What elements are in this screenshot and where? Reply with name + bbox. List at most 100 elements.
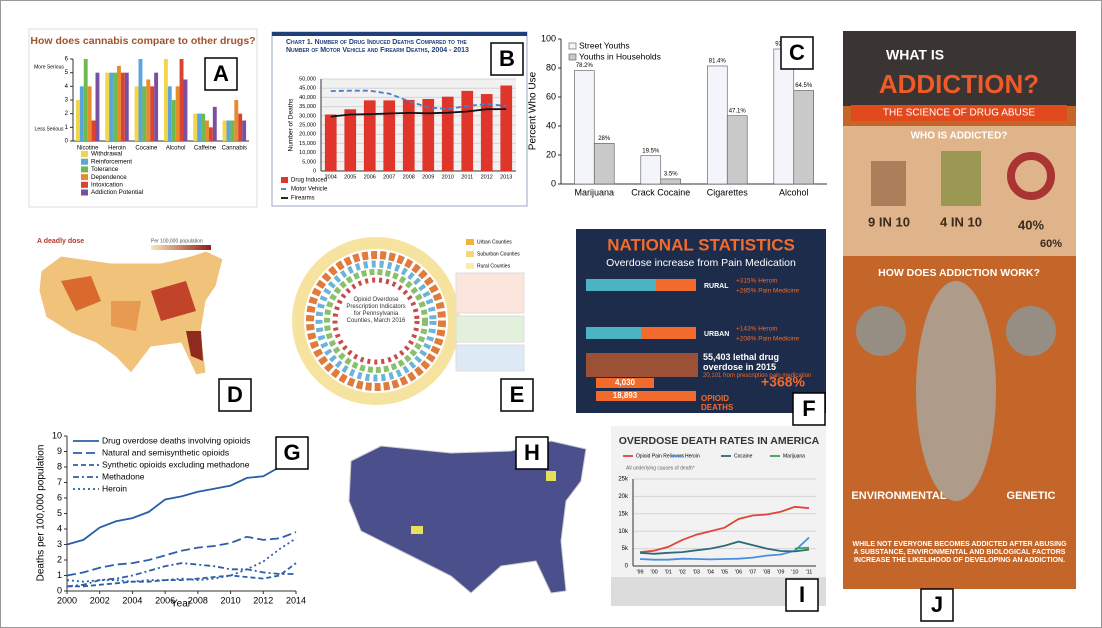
y-tick-label: 20,000 — [299, 132, 316, 138]
ring — [324, 269, 428, 373]
legend-label: Withdrawal — [91, 151, 122, 158]
j-icon — [871, 161, 906, 206]
x-tick-label: 2009 — [422, 174, 434, 180]
panel-label: B — [499, 46, 515, 71]
y-tick-label: 40,000 — [299, 95, 316, 101]
j-stat: 9 IN 10 — [868, 214, 910, 229]
y-tick-label: 0 — [65, 139, 69, 145]
data-label: 19.5% — [642, 148, 660, 154]
y-tick-label: 5,000 — [302, 159, 316, 165]
bar — [596, 391, 696, 401]
bar — [142, 86, 147, 141]
x-tick-label: Alcohol — [166, 146, 186, 152]
y-tick-label: 1 — [65, 125, 69, 131]
legend-swatch — [81, 174, 88, 181]
x-tick-label: '99 — [636, 569, 643, 575]
bar — [324, 114, 337, 171]
bar — [146, 79, 151, 141]
panel-label-box — [275, 436, 309, 470]
j-label: GENETIC — [1007, 490, 1056, 502]
f-prescription: 20,101 from prescription pain medication — [703, 373, 812, 379]
ring — [332, 277, 420, 365]
bar — [793, 90, 815, 185]
y-tick-label: 3 — [65, 98, 69, 104]
j-heading: HOW DOES ADDICTION WORK? — [878, 267, 1040, 279]
legend-label: Drug Induced — [291, 178, 327, 184]
map-region — [546, 471, 556, 481]
bar — [596, 378, 654, 388]
f-number: 18,893 — [613, 391, 638, 400]
bar — [163, 59, 168, 141]
y-tick-label: 6 — [57, 492, 62, 502]
legend-label: Heroin — [685, 453, 700, 459]
legend-block — [455, 272, 525, 314]
line — [639, 536, 810, 561]
x-tick-label: Cannabis — [222, 146, 247, 152]
panel-label-box — [490, 42, 524, 76]
x-tick-label: '10 — [791, 569, 798, 575]
legend-swatch — [281, 177, 288, 183]
bar — [726, 115, 748, 185]
bar — [706, 65, 728, 185]
x-tick-label: 2007 — [383, 174, 395, 180]
bar — [222, 120, 227, 141]
j-heading: WHO IS ADDICTED? — [911, 131, 1008, 142]
line — [66, 531, 297, 577]
bar — [226, 120, 231, 141]
f-opioid: OPIOID DEATHS — [701, 394, 734, 413]
j-dna — [1006, 306, 1056, 356]
bar — [640, 155, 662, 185]
y-tick-label: 30,000 — [299, 113, 316, 119]
y-tick-label: 4 — [57, 523, 62, 533]
chart-title: Chart 1. Number of Drug Induced Deaths C… — [286, 39, 469, 55]
data-label: 3.5% — [664, 172, 678, 178]
panel-label-box — [515, 436, 549, 470]
legend-label: Synthetic opioids excluding methadone — [102, 459, 250, 469]
legend-swatch — [81, 181, 88, 188]
x-tick-label: 2010 — [442, 174, 454, 180]
legend-label: Addiction Potential — [91, 189, 143, 196]
y-tick-label: 3 — [57, 539, 62, 549]
bar — [138, 59, 143, 141]
y-axis-note: More Serious — [34, 64, 64, 70]
j-title: ADDICTION? — [879, 69, 1039, 99]
f-label: URBAN — [704, 331, 729, 338]
j-header — [843, 31, 1076, 106]
j-figure — [916, 281, 996, 501]
x-axis-label: Year — [171, 599, 192, 610]
y-tick-label: 0 — [313, 168, 316, 174]
legend-label: Urban Counties — [477, 239, 512, 245]
x-tick-label: 2010 — [221, 595, 241, 605]
legend-label: Cocaine — [734, 453, 753, 459]
line — [66, 450, 297, 546]
y-tick-label: 0 — [625, 564, 629, 570]
x-tick-label: Cigarettes — [707, 187, 749, 197]
x-tick-label: Crack Cocaine — [631, 187, 690, 197]
y-tick-label: 20 — [546, 149, 556, 159]
data-label: 78.2% — [576, 63, 594, 69]
y-tick-label: 8 — [57, 461, 62, 471]
legend-label: Motor Vehicle — [291, 187, 328, 193]
bar — [238, 113, 243, 141]
legend-label: Heroin — [102, 483, 127, 493]
x-tick-label: '01 — [665, 569, 672, 575]
y-tick-label: 5 — [65, 70, 69, 76]
legend-swatch — [466, 263, 474, 269]
bar — [208, 127, 213, 141]
x-tick-label: '11 — [806, 569, 813, 575]
bar — [193, 113, 198, 141]
legend-label: Intoxication — [91, 181, 123, 188]
map-title: A deadly dose — [37, 238, 84, 245]
y-tick-label: 60 — [546, 91, 556, 101]
legend-swatch — [81, 166, 88, 173]
x-tick-label: Caffeine — [194, 146, 217, 152]
panel-label-box — [780, 36, 814, 70]
panel-label: I — [799, 582, 805, 607]
legend-swatch — [568, 42, 577, 50]
f-stat: +285% Pain Medicine — [736, 288, 799, 295]
bar — [500, 85, 513, 171]
legend-label: Natural and semisynthetic opioids — [102, 447, 229, 457]
f-subtitle: Overdose increase from Pain Medication — [606, 257, 796, 269]
bar — [183, 79, 188, 141]
f-stat: +208% Pain Medicine — [736, 336, 799, 343]
